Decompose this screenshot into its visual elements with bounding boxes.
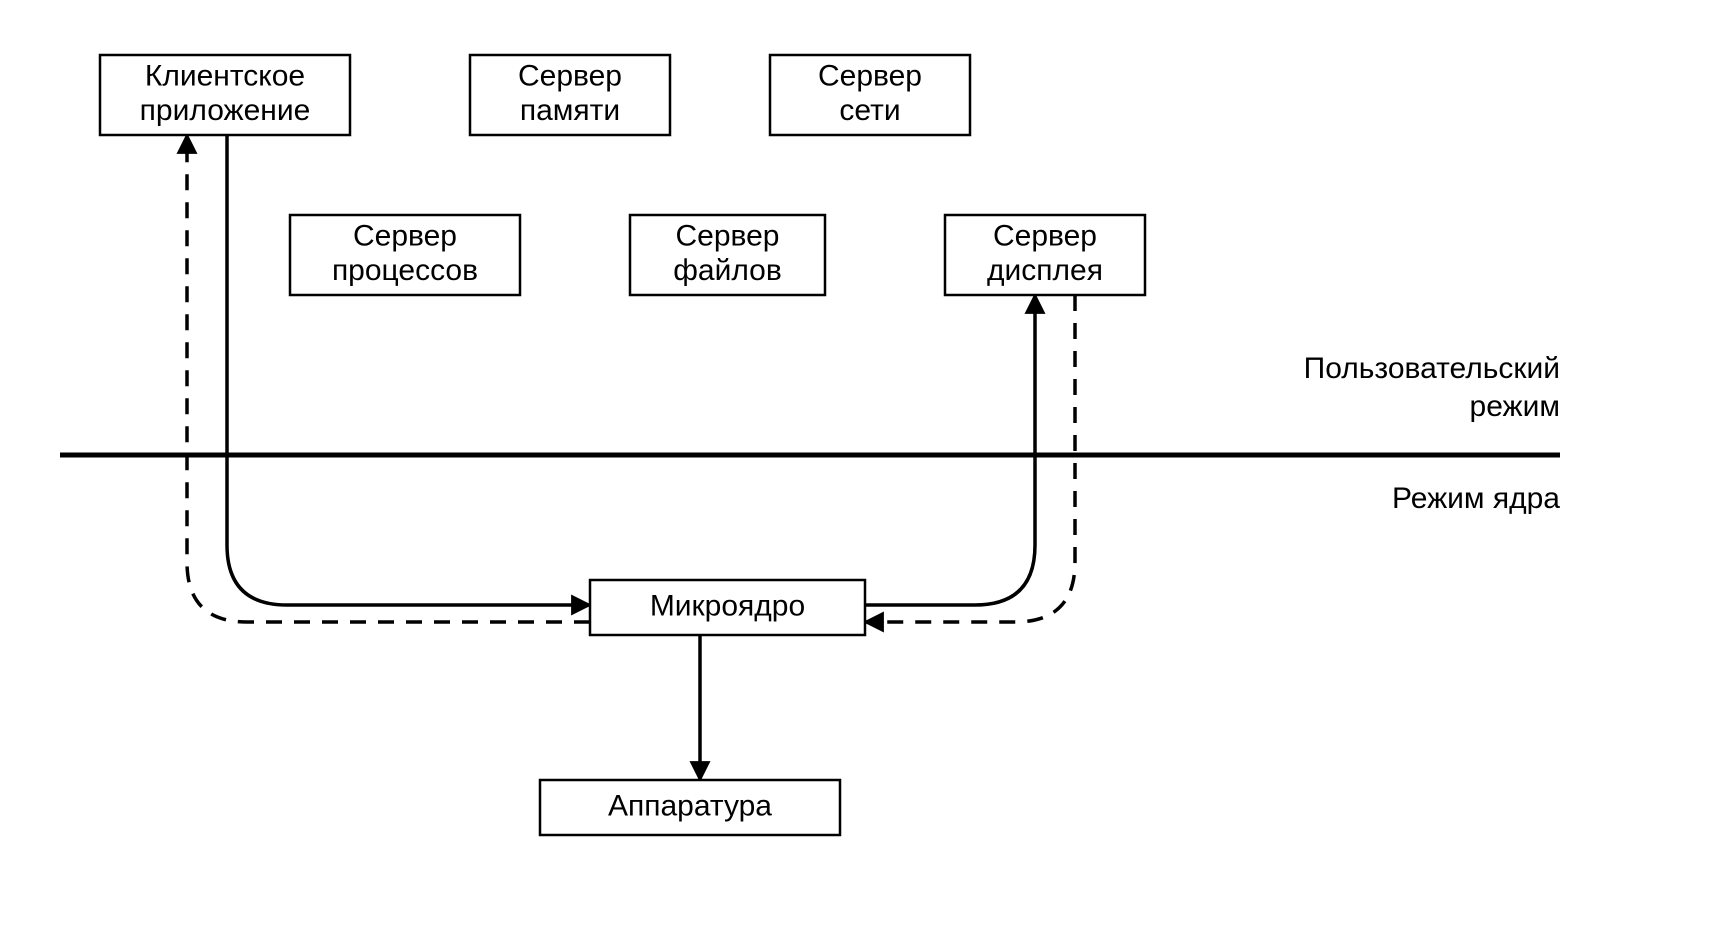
label-user-mode: Пользовательский <box>1304 352 1560 385</box>
box-client-label: Клиентское <box>145 60 305 93</box>
arrow-micro_to_display_solid <box>865 295 1035 605</box>
box-file-label: файлов <box>673 254 782 287</box>
box-display-label: Сервер <box>993 220 1097 253</box>
arrow-micro_to_client_dashed <box>187 135 590 622</box>
box-process-label: процессов <box>332 254 478 287</box>
box-display: Сервердисплея <box>945 215 1145 295</box>
microkernel-architecture-diagram: КлиентскоеприложениеСерверпамятиСерверсе… <box>0 0 1730 937</box>
box-file-label: Сервер <box>675 220 779 253</box>
label-user-mode: режим <box>1470 390 1560 423</box>
box-hw: Аппаратура <box>540 780 840 835</box>
box-micro-label: Микроядро <box>650 589 805 622</box>
box-net: Серверсети <box>770 55 970 135</box>
box-client: Клиентскоеприложение <box>100 55 350 135</box>
box-process-label: Сервер <box>353 220 457 253</box>
box-memory-label: Сервер <box>518 60 622 93</box>
box-display-label: дисплея <box>987 254 1103 287</box>
box-memory-label: памяти <box>520 94 620 127</box>
box-hw-label: Аппаратура <box>608 789 772 822</box>
box-net-label: Сервер <box>818 60 922 93</box>
arrow-client_to_micro_solid <box>227 135 590 605</box>
box-file: Серверфайлов <box>630 215 825 295</box>
box-client-label: приложение <box>140 94 311 127</box>
box-process: Серверпроцессов <box>290 215 520 295</box>
label-kernel-mode: Режим ядра <box>1392 482 1560 515</box>
box-memory: Серверпамяти <box>470 55 670 135</box>
box-micro: Микроядро <box>590 580 865 635</box>
box-net-label: сети <box>839 94 900 127</box>
arrow-display_to_micro_dashed <box>865 295 1075 622</box>
